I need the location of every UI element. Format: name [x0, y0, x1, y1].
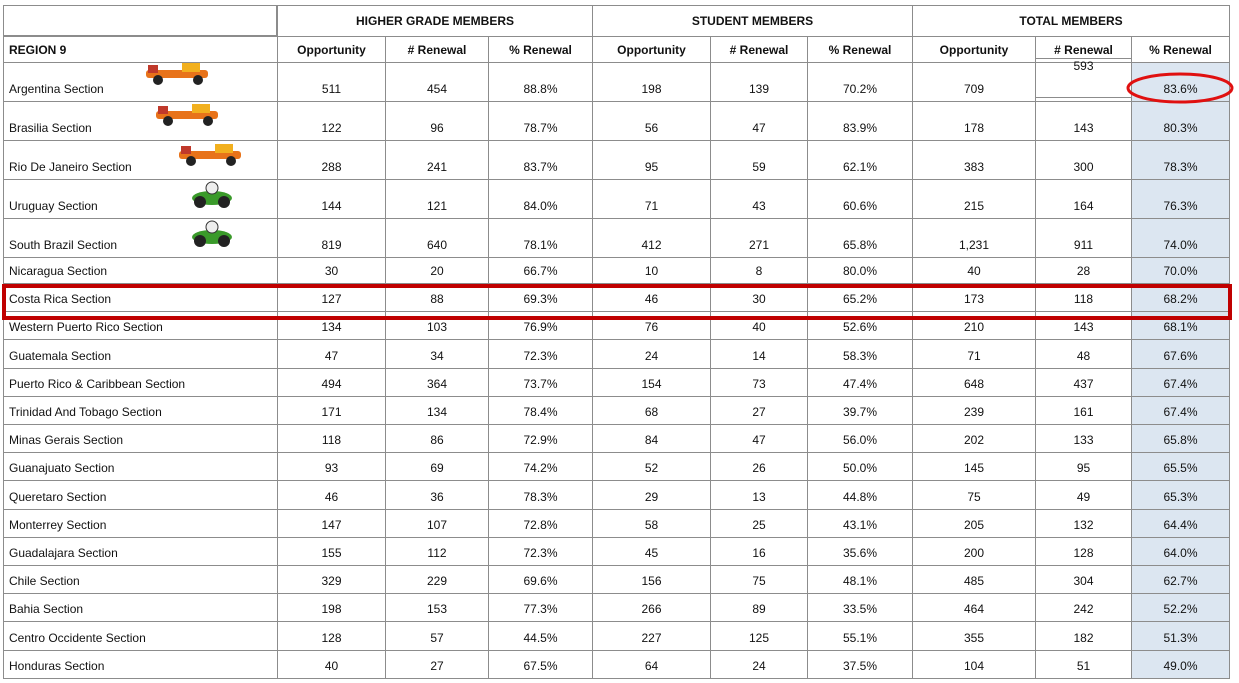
page: HIGHER GRADE MEMBERSSTUDENT MEMBERSTOTAL…: [0, 0, 1239, 683]
row-highlight-box: [4, 286, 1230, 318]
value-highlight-oval: [1128, 74, 1232, 102]
highlight-overlay: [0, 0, 1239, 683]
